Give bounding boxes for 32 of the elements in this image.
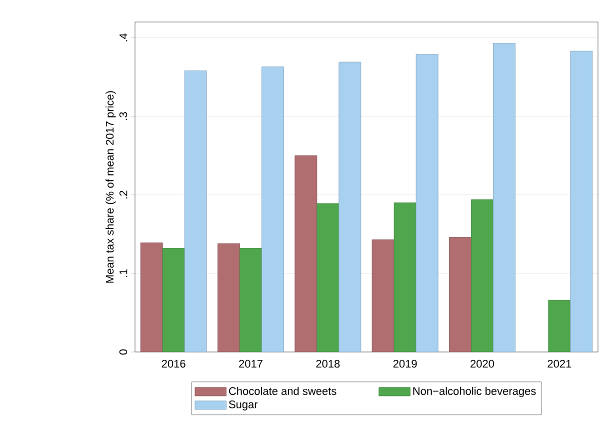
legend-label: Sugar (228, 400, 258, 410)
bar (240, 248, 262, 352)
bar (140, 242, 163, 352)
bar (262, 66, 284, 352)
y-tick-label: 0 (119, 349, 128, 355)
legend-label: Non−alcoholic beverages (413, 386, 536, 398)
y-tick-label: .4 (120, 33, 128, 42)
y-tick-label: .1 (120, 269, 128, 277)
bar (394, 202, 416, 352)
bar (493, 43, 516, 352)
x-tick-label: 2020 (470, 360, 494, 368)
x-tick-label: 2018 (316, 360, 340, 368)
x-tick-label: 2016 (162, 360, 186, 368)
bar (570, 50, 593, 352)
bar (548, 300, 571, 352)
legend-label: Chocolate and sweets (229, 386, 336, 395)
x-tick-label: 2017 (239, 360, 262, 368)
bar (162, 248, 185, 352)
bar (449, 237, 472, 352)
bar (338, 62, 362, 352)
bar (416, 54, 438, 352)
bar (372, 239, 394, 352)
y-tick-label: .2 (119, 190, 128, 198)
bar (471, 199, 494, 352)
bar (316, 203, 340, 352)
bar (218, 243, 240, 352)
bar (184, 70, 207, 352)
y-axis-title: Mean tax share (% of mean 2017 price) (106, 91, 116, 283)
x-tick-label: 2019 (393, 360, 417, 368)
bar (294, 155, 318, 352)
x-tick-label: 2021 (548, 360, 572, 368)
y-tick-label: .3 (119, 112, 128, 120)
